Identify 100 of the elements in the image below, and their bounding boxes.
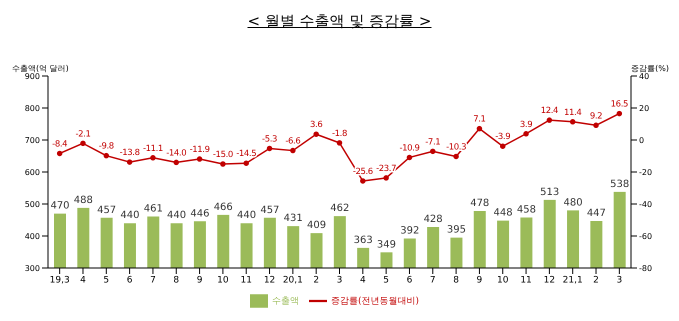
data-label: -9.8 bbox=[98, 142, 114, 152]
x-tick-label: 2 bbox=[593, 275, 599, 286]
data-label: -23.7 bbox=[376, 164, 396, 174]
data-label: -11.1 bbox=[142, 144, 163, 154]
chart-title: < 월별 수출액 및 증감률 > bbox=[246, 12, 432, 31]
point bbox=[523, 131, 529, 137]
data-label: 16.5 bbox=[610, 100, 628, 110]
data-label: 12.4 bbox=[540, 106, 558, 116]
data-label: 440 bbox=[237, 210, 256, 222]
data-label: -15.0 bbox=[212, 150, 233, 160]
x-tick-label: 9 bbox=[476, 275, 483, 286]
x-tick-label: 11 bbox=[240, 275, 252, 286]
data-label: 3.9 bbox=[520, 120, 532, 130]
data-label: -8.4 bbox=[52, 139, 68, 150]
x-tick-label: 11 bbox=[520, 275, 532, 286]
point bbox=[266, 146, 272, 152]
x-tick-label: 20,1 bbox=[282, 275, 303, 286]
data-label: -11.9 bbox=[190, 145, 210, 156]
data-label: -10.9 bbox=[399, 143, 420, 154]
data-label: 538 bbox=[610, 178, 630, 190]
point bbox=[616, 110, 622, 116]
y-tick-label: 900 bbox=[24, 72, 40, 81]
y2-tick-label: 40 bbox=[639, 72, 650, 81]
data-label: -6.6 bbox=[285, 136, 300, 147]
data-label: 488 bbox=[74, 194, 93, 206]
data-label: 3.6 bbox=[310, 120, 322, 130]
x-tick-label: 6 bbox=[406, 275, 413, 286]
data-label: 480 bbox=[563, 197, 583, 208]
y-tick-label: 600 bbox=[24, 168, 40, 177]
data-label: 440 bbox=[120, 210, 140, 222]
point bbox=[150, 155, 156, 161]
point bbox=[104, 152, 110, 158]
x-tick-label: 9 bbox=[196, 275, 203, 286]
data-label: 466 bbox=[214, 202, 233, 213]
data-label: -13.8 bbox=[120, 148, 140, 158]
data-label: -2.1 bbox=[75, 129, 90, 140]
data-label: 462 bbox=[330, 203, 350, 214]
data-label: 470 bbox=[50, 200, 70, 212]
x-tick-label: 4 bbox=[80, 275, 86, 286]
data-label: -14.5 bbox=[236, 149, 256, 160]
x-tick-label: 7 bbox=[150, 275, 156, 286]
x-tick-label: 7 bbox=[430, 275, 436, 286]
data-label: -7.1 bbox=[425, 137, 440, 148]
data-label: 478 bbox=[470, 198, 490, 210]
y-tick-label: 400 bbox=[24, 232, 40, 241]
data-label: 461 bbox=[144, 203, 163, 214]
y-tick-label: 700 bbox=[24, 136, 40, 145]
y2-axis-title: 증감률(%) bbox=[631, 63, 669, 73]
y-axis-title: 수출액(억 달러) bbox=[12, 63, 69, 73]
data-label: 440 bbox=[167, 210, 186, 222]
x-tick-label: 21,1 bbox=[562, 275, 583, 286]
data-label: 458 bbox=[516, 204, 536, 216]
point bbox=[476, 126, 482, 132]
data-label: -1.8 bbox=[332, 128, 347, 139]
point bbox=[383, 175, 389, 181]
point bbox=[196, 156, 202, 162]
data-label: 448 bbox=[494, 208, 513, 219]
y2-tick-label: -60 bbox=[639, 232, 652, 241]
data-label: -3.9 bbox=[495, 132, 510, 142]
point bbox=[80, 140, 86, 146]
point bbox=[360, 178, 366, 184]
y-tick-label: 300 bbox=[24, 264, 40, 273]
data-label: 513 bbox=[540, 186, 560, 198]
point bbox=[336, 140, 342, 146]
data-label: -14.0 bbox=[166, 148, 186, 158]
data-label: 11.4 bbox=[564, 108, 582, 118]
data-label: 9.2 bbox=[590, 111, 602, 122]
legend-label: 증감률(전년동월대비) bbox=[330, 296, 420, 306]
x-tick-label: 10 bbox=[217, 275, 229, 286]
y2-tick-label: 0 bbox=[639, 136, 644, 145]
data-label: 409 bbox=[306, 220, 326, 232]
data-label: 457 bbox=[260, 204, 280, 216]
x-tick-label: 3 bbox=[616, 275, 622, 286]
data-label: 349 bbox=[376, 239, 396, 250]
y-tick-label: 500 bbox=[24, 200, 40, 209]
legend-label: 수출액 bbox=[272, 296, 299, 306]
point bbox=[406, 154, 412, 160]
x-tick-label: 4 bbox=[360, 275, 366, 286]
point bbox=[453, 154, 459, 160]
x-tick-label: 5 bbox=[383, 275, 390, 286]
x-tick-label: 8 bbox=[453, 275, 460, 286]
point bbox=[500, 143, 506, 149]
y2-tick-label: 20 bbox=[639, 104, 650, 113]
point bbox=[570, 119, 576, 125]
point bbox=[313, 131, 319, 137]
point bbox=[174, 160, 180, 166]
data-label: 446 bbox=[190, 208, 210, 220]
x-tick-label: 8 bbox=[173, 275, 180, 286]
data-label: 447 bbox=[586, 208, 606, 219]
x-tick-label: 5 bbox=[103, 275, 110, 286]
point bbox=[126, 159, 132, 165]
x-tick-label: 3 bbox=[336, 275, 342, 286]
x-tick-label: 6 bbox=[126, 275, 133, 286]
data-label: 395 bbox=[446, 224, 466, 236]
data-label: 392 bbox=[400, 226, 420, 237]
data-label: 7.1 bbox=[473, 114, 486, 125]
y2-tick-label: -80 bbox=[639, 264, 652, 273]
point bbox=[56, 150, 62, 156]
data-label: 428 bbox=[424, 214, 443, 226]
point bbox=[290, 148, 296, 154]
